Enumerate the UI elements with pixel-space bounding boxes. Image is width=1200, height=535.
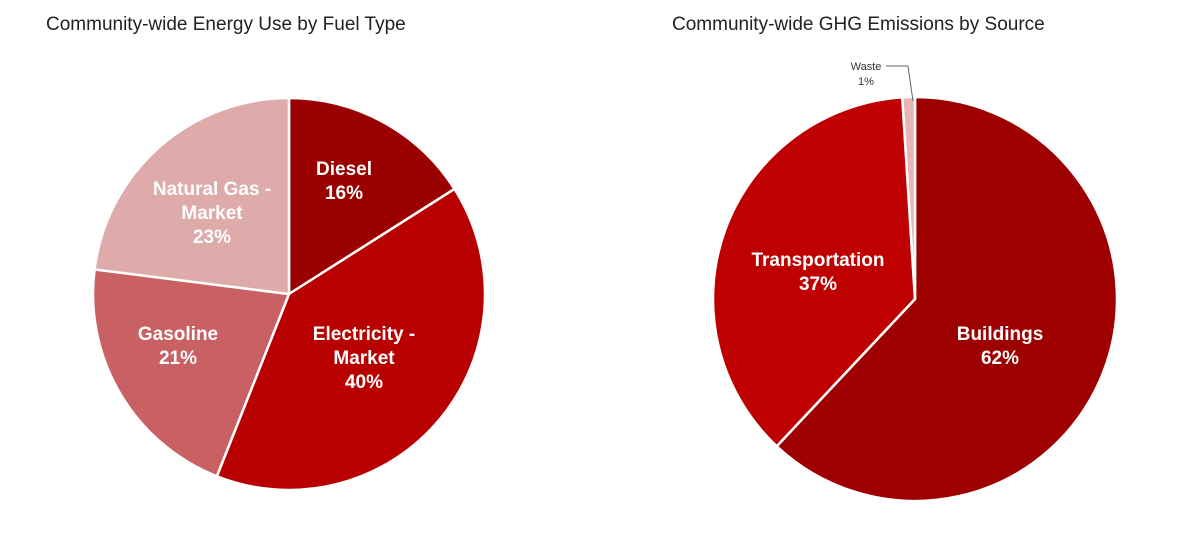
pie-slice-gasoline xyxy=(91,268,291,478)
slice-value-buildings: 62% xyxy=(981,348,1019,369)
slice-label-electricity-market-line-2: Market xyxy=(333,348,395,369)
waste-leader-line xyxy=(886,65,914,102)
slice-value-waste: 1% xyxy=(858,76,874,88)
slice-label-natural-gas-market-line-1: Natural Gas - xyxy=(153,179,271,200)
slice-label-gasoline: Gasoline xyxy=(138,324,218,345)
slice-value-diesel: 16% xyxy=(325,183,363,204)
slice-label-natural-gas-market-line-2: Market xyxy=(181,203,243,224)
slice-label-electricity-market-line-1: Electricity - xyxy=(313,324,415,345)
ghg-chart-title: Community-wide GHG Emissions by Source xyxy=(672,14,1045,35)
energy-pie: Diesel 16% Electricity - Market 40% Gasoline 2… xyxy=(91,96,487,492)
pie-slice-natural-gas-market xyxy=(93,96,291,296)
slice-value-transportation: 37% xyxy=(799,274,837,295)
pie-slice-buildings xyxy=(775,95,1119,503)
pie-slice-electricity-market xyxy=(215,187,487,492)
energy-chart-title: Community-wide Energy Use by Fuel Type xyxy=(46,14,406,35)
pie-slice-diesel xyxy=(287,96,456,296)
slice-label-diesel: Diesel xyxy=(316,159,372,180)
pie-slice-waste xyxy=(901,95,917,301)
slice-label-buildings: Buildings xyxy=(957,324,1044,345)
slice-value-gasoline: 21% xyxy=(159,348,197,369)
slice-label-waste: Waste xyxy=(851,61,882,73)
slice-value-electricity-market: 40% xyxy=(345,372,383,393)
slice-value-natural-gas-market: 23% xyxy=(193,227,231,248)
pie-slice-transportation xyxy=(711,96,917,448)
slice-label-transportation: Transportation xyxy=(751,250,884,271)
ghg-pie: Buildings 62% Transportation 37% Waste 1% xyxy=(711,61,1119,503)
